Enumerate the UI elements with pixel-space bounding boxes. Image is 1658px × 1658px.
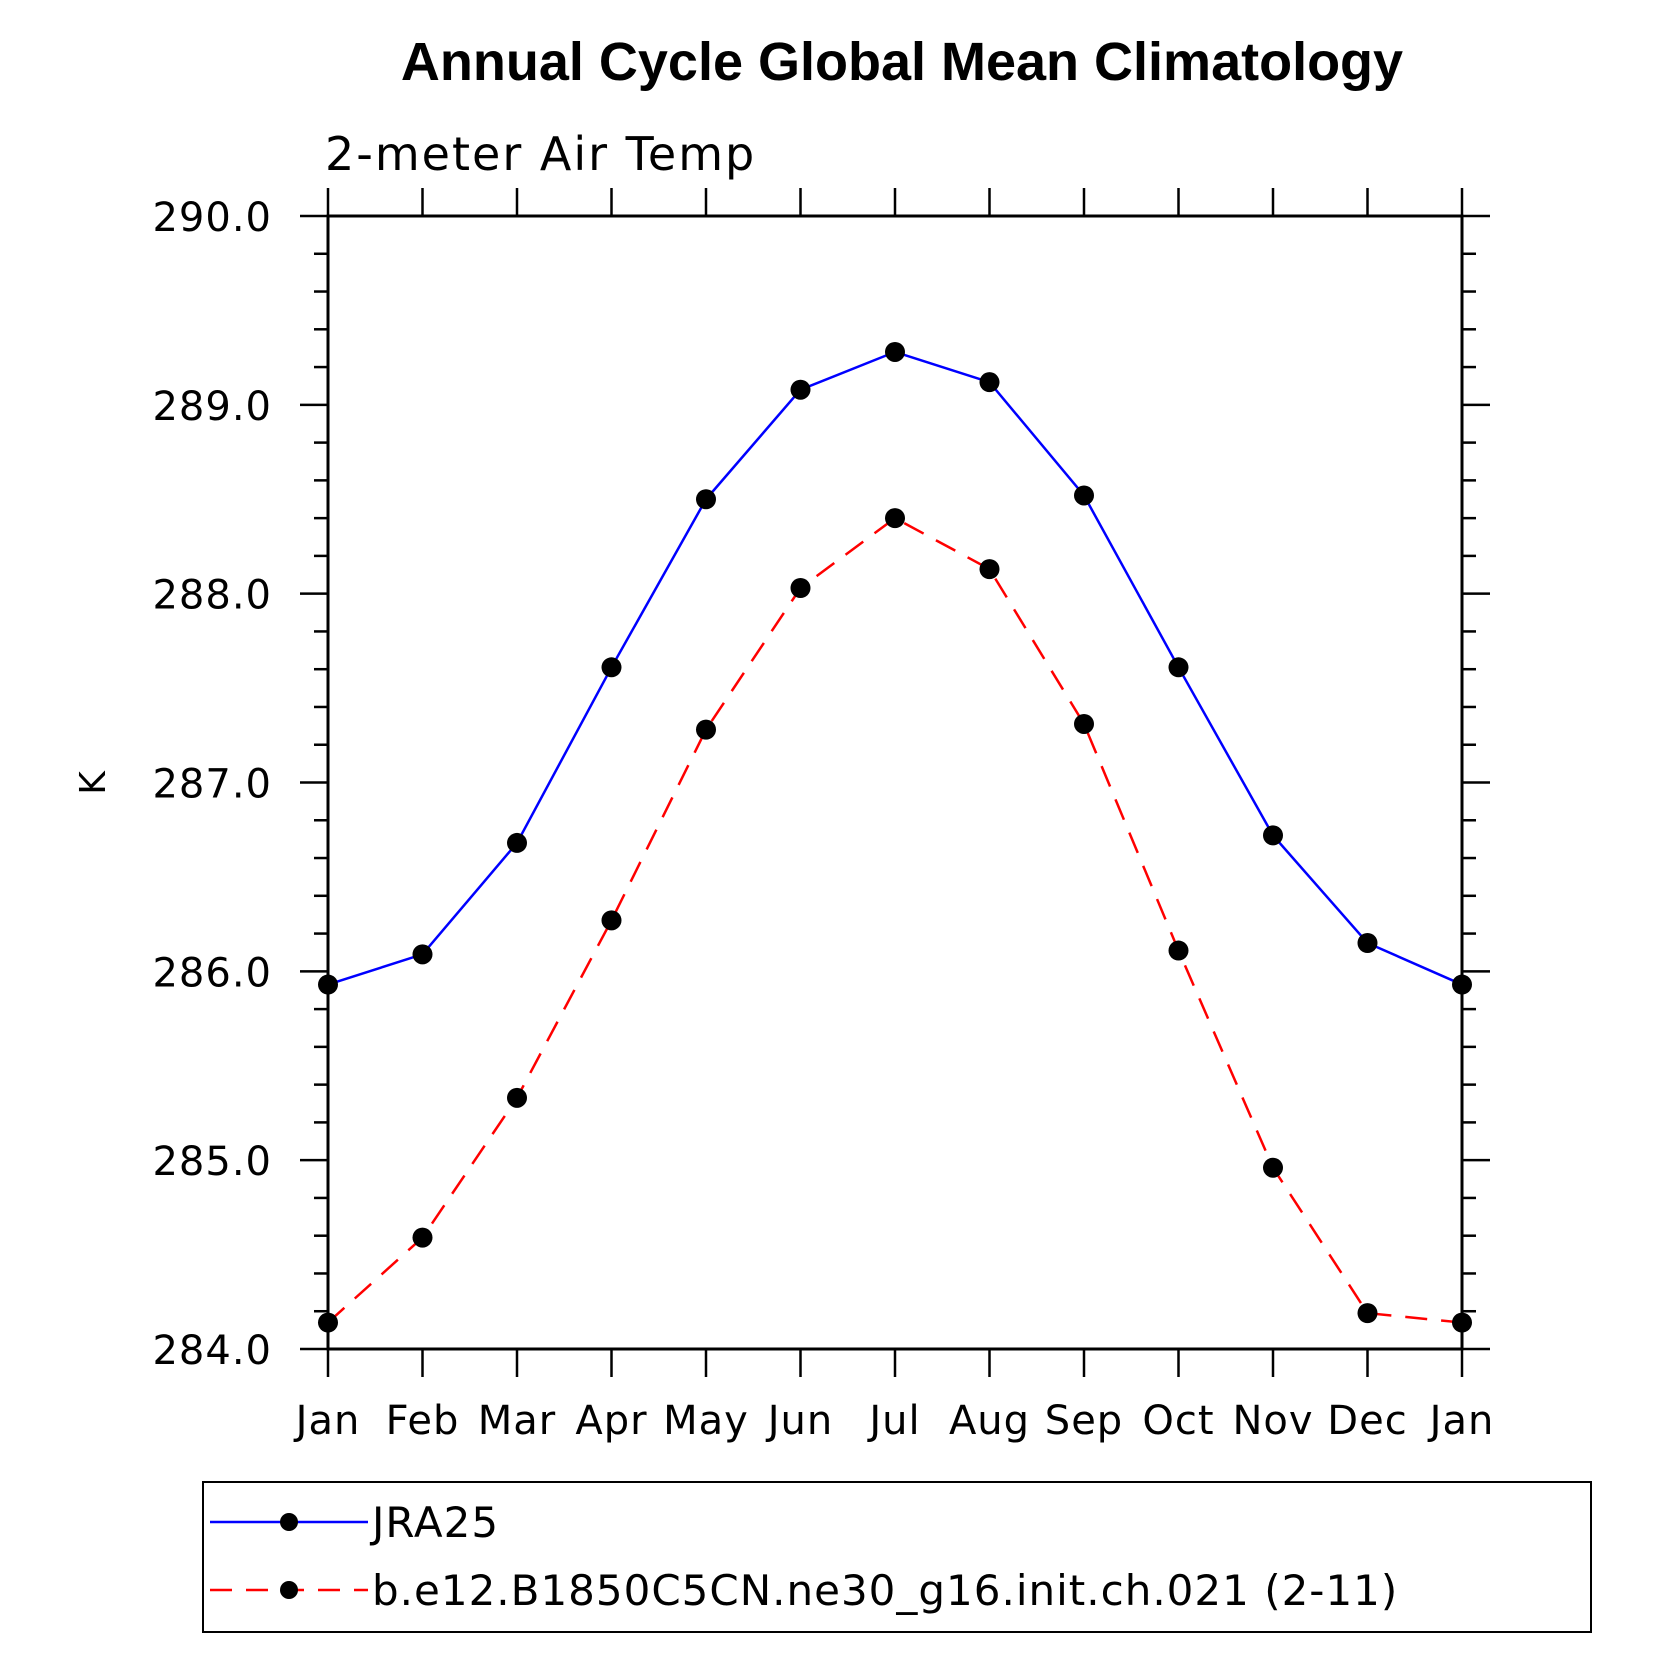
data-point [507, 832, 527, 853]
data-point [696, 719, 716, 740]
legend-item: b.e12.B1850C5CN.ne30_g16.init.ch.021 (2-… [210, 1566, 1398, 1615]
data-point [507, 1087, 527, 1108]
data-point [696, 489, 716, 510]
x-tick-label: Jul [866, 1398, 920, 1444]
y-tick-labels: 284.0 285.0 286.0 287.0 288.0 289.0 290.0 [152, 195, 272, 1374]
data-point [790, 379, 811, 400]
data-point [1263, 1157, 1283, 1178]
y-tick-label: 287.0 [152, 762, 272, 808]
x-tick-label: Sep [1045, 1398, 1123, 1444]
data-point [885, 341, 905, 362]
data-point [601, 657, 622, 678]
x-tick-label: Jan [293, 1398, 361, 1444]
x-tick-label: Oct [1142, 1398, 1214, 1444]
series-2 [318, 508, 1472, 1333]
series-1 [318, 341, 1472, 995]
data-point [412, 1227, 433, 1248]
data-point [885, 508, 905, 529]
legend-label: JRA25 [369, 1498, 499, 1547]
data-point [1074, 713, 1094, 734]
data-point [318, 974, 338, 995]
x-tick-label: Aug [949, 1398, 1030, 1444]
data-point [1263, 825, 1283, 846]
data-point [979, 559, 1000, 580]
data-point [1168, 657, 1189, 678]
x-tick-label: Mar [478, 1398, 556, 1444]
y-tick-label: 288.0 [152, 573, 272, 619]
x-tick-label: Jan [1427, 1398, 1495, 1444]
x-tick-label: Feb [386, 1398, 460, 1444]
plot-frame [326, 214, 1464, 1351]
series-line [327, 516, 1463, 1324]
legend: JRA25 b.e12.B1850C5CN.ne30_g16.init.ch.02… [202, 1481, 1592, 1633]
data-point [1357, 933, 1378, 954]
x-tick-label: Nov [1232, 1398, 1313, 1444]
axis-ticks [300, 188, 1490, 1377]
chart-subtitle: 2-meter Air Temp [325, 127, 756, 181]
series-line [327, 350, 1463, 986]
data-point [979, 372, 1000, 393]
data-point [1452, 974, 1472, 995]
legend-marker [280, 1513, 298, 1531]
series-layer [318, 341, 1472, 1333]
data-point [318, 1312, 338, 1333]
y-tick-label: 289.0 [152, 384, 272, 430]
data-point [1452, 1312, 1472, 1333]
x-tick-label: May [663, 1398, 749, 1444]
data-point [1168, 940, 1189, 961]
y-tick-label: 290.0 [152, 195, 272, 241]
y-axis-label: K [73, 770, 114, 795]
data-point [1357, 1303, 1378, 1324]
chart-title: Annual Cycle Global Mean Climatology [401, 32, 1403, 92]
y-tick-label: 285.0 [152, 1139, 272, 1185]
y-tick-label: 284.0 [152, 1328, 272, 1374]
x-tick-labels: Jan Feb Mar Apr May Jun Jul Aug Sep Oct Nov Dec Jan [293, 1398, 1495, 1444]
y-tick-label: 286.0 [152, 950, 272, 996]
legend-label: b.e12.B1850C5CN.ne30_g16.init.ch.021 (2-… [372, 1566, 1398, 1615]
x-tick-label: Apr [575, 1398, 647, 1444]
legend-item: JRA25 [210, 1498, 499, 1547]
data-point [412, 944, 433, 965]
legend-box [202, 1481, 1592, 1633]
data-point [790, 578, 811, 599]
x-tick-label: Dec [1327, 1398, 1407, 1444]
legend-marker [280, 1581, 298, 1599]
data-point [1074, 485, 1094, 506]
x-tick-label: Jun [765, 1398, 834, 1444]
data-point [601, 910, 622, 931]
